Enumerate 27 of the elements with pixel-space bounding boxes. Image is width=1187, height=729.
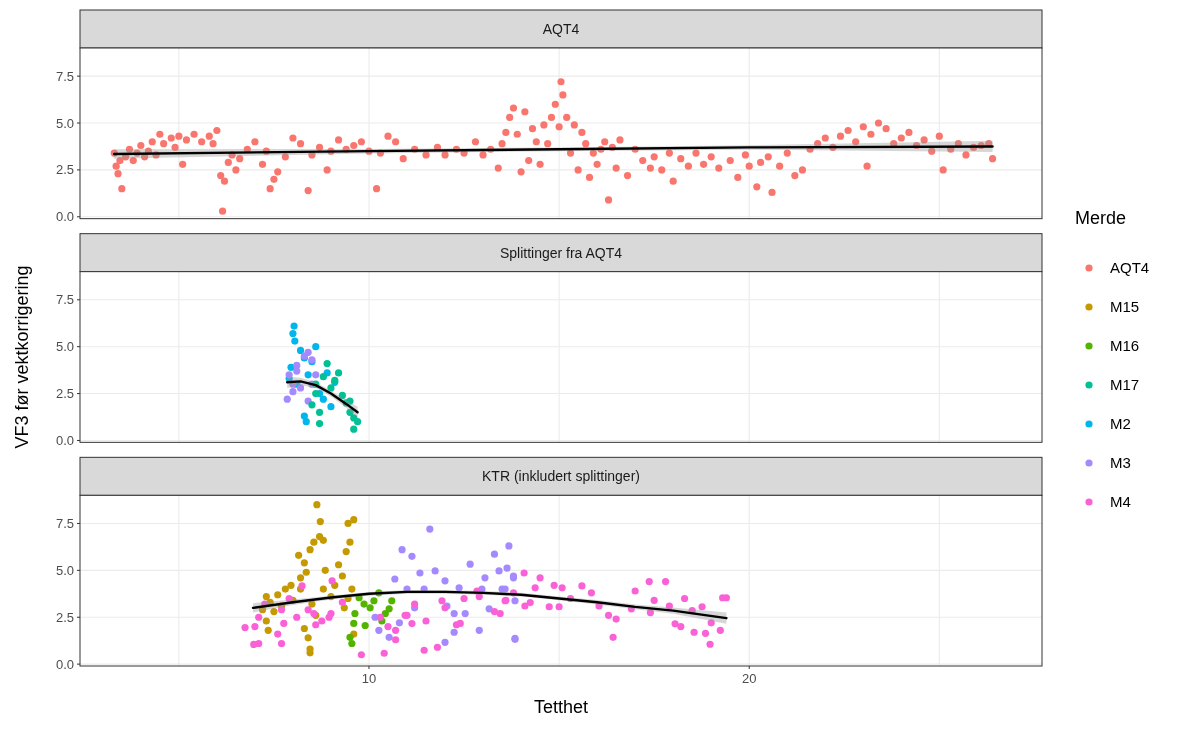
legend-title: Merde [1075, 208, 1127, 228]
y-tick-label: 2.5 [55, 609, 74, 625]
y-tick-label: 2.5 [55, 386, 74, 402]
legend-label: M4 [1110, 493, 1131, 510]
chart-title: KTR (inkludert splittinger) [482, 468, 640, 485]
chart-title: Splittinger fra AQT4 [499, 244, 623, 261]
y-axis-title: VF3 før vektkorrigering [12, 265, 32, 449]
y-tick-label: 7.5 [55, 515, 74, 531]
x-tick-label: 10 [361, 671, 377, 686]
y-tick-label: 2.5 [55, 162, 74, 178]
x-axis-title: Tetthet [533, 697, 589, 717]
legend-label: AQT4 [1110, 259, 1150, 276]
y-tick-label: 0.0 [55, 432, 74, 448]
legend-label: M2 [1110, 415, 1131, 432]
y-tick-label: 0.0 [55, 656, 74, 672]
chart-title: AQT4 [542, 21, 580, 37]
x-tick-label: 20 [741, 671, 757, 686]
y-tick-label: 7.5 [55, 292, 74, 308]
y-tick-label: 0.0 [55, 209, 74, 225]
y-tick-label: 7.5 [55, 68, 74, 84]
legend-label: M17 [1110, 376, 1140, 393]
legend-label: M15 [1110, 298, 1140, 315]
legend-label: M16 [1110, 337, 1140, 354]
y-tick-label: 5.0 [55, 339, 74, 355]
y-tick-label: 5.0 [55, 115, 74, 131]
y-tick-label: 5.0 [55, 562, 74, 578]
legend-label: M3 [1110, 454, 1131, 471]
